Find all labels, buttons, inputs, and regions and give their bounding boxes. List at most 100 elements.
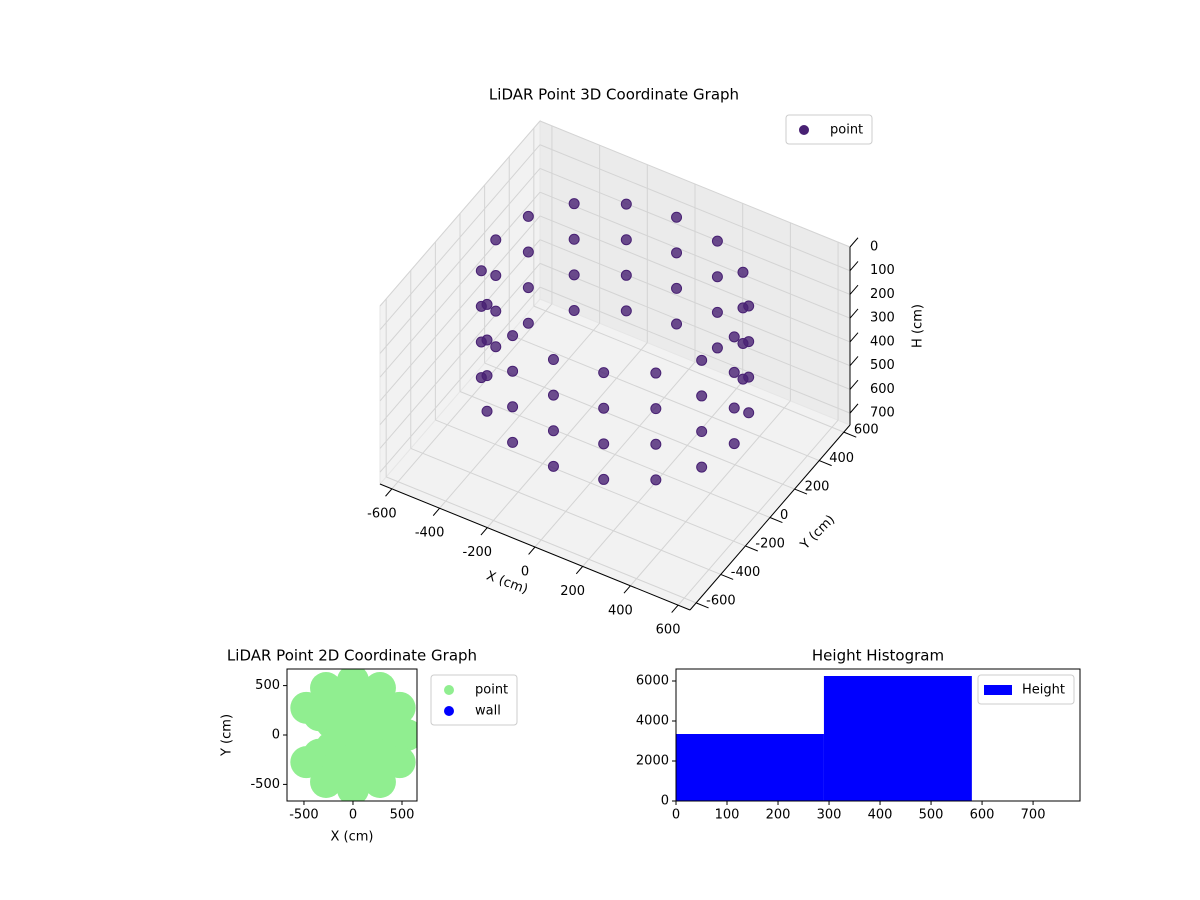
point: [310, 766, 343, 799]
legend-box: [785, 114, 873, 145]
grid-line: [379, 239, 541, 425]
grid-line: [379, 286, 541, 473]
grid-line: [410, 447, 721, 575]
legend-marker: [799, 125, 809, 135]
point: [711, 235, 723, 247]
x-tick-label: 400: [868, 808, 893, 823]
y-tick-label: 500: [255, 678, 280, 693]
point: [696, 461, 708, 473]
point: [696, 390, 708, 402]
point: [568, 304, 580, 316]
x-tick-label: 500: [919, 808, 944, 823]
point: [620, 198, 632, 210]
x-tick: [575, 566, 584, 575]
point: [598, 438, 610, 450]
point: [620, 234, 632, 246]
grid-line: [379, 191, 541, 378]
point: [363, 671, 396, 704]
z-tick: [849, 332, 859, 343]
legend-label: wall: [475, 704, 501, 719]
x-tick-label: -500: [289, 808, 319, 823]
grid-line: [379, 120, 541, 307]
x-tick: [385, 488, 393, 497]
point: [568, 198, 580, 210]
y-tick: [819, 460, 832, 467]
point: [383, 746, 416, 779]
grid-line: [459, 391, 771, 518]
y-tick-label: 0: [780, 508, 788, 523]
grid-line: [539, 191, 851, 319]
legend-box: [977, 674, 1075, 705]
grid-line: [509, 334, 820, 462]
grid-line: [533, 305, 845, 433]
point: [598, 402, 610, 414]
y-tick-label: -600: [706, 593, 736, 608]
y-tick: [720, 573, 734, 580]
point: [475, 265, 487, 277]
grid-line: [379, 144, 541, 331]
x-tick-label: 0: [672, 808, 680, 823]
y-tick: [745, 545, 758, 552]
point: [671, 282, 683, 294]
point: [568, 269, 580, 281]
point: [671, 211, 683, 223]
y-tick-label: 2000: [636, 754, 669, 769]
x-tick-label: 600: [656, 623, 681, 638]
grid-line: [435, 419, 746, 547]
point: [728, 366, 740, 378]
bar: [823, 676, 972, 801]
chart-title: LiDAR Point 3D Coordinate Graph: [489, 86, 739, 104]
grid-line: [539, 144, 851, 272]
x-tick-label: -200: [463, 545, 493, 560]
z-tick: [849, 308, 859, 319]
x-tick: [623, 585, 631, 594]
z-tick-label: 700: [870, 406, 895, 421]
point: [737, 373, 749, 385]
point: [522, 210, 534, 222]
x-tick: [432, 507, 440, 516]
point: [711, 306, 723, 318]
x-tick-label: -400: [415, 526, 445, 541]
point: [728, 438, 740, 450]
x-tick: [480, 527, 488, 536]
point: [522, 246, 534, 258]
legend-label: Height: [1022, 683, 1065, 698]
z-tick: [849, 261, 859, 272]
point: [711, 271, 723, 283]
point: [310, 671, 343, 704]
y-tick-label: -500: [250, 777, 280, 792]
z-tick: [849, 379, 859, 390]
grid-line: [539, 239, 851, 367]
chart-title: Height Histogram: [812, 647, 944, 665]
z-tick: [849, 284, 859, 295]
y-tick-label: 6000: [636, 674, 669, 689]
z-tick-label: 0: [870, 240, 878, 255]
point: [490, 270, 502, 282]
point: [363, 766, 396, 799]
point: [490, 234, 502, 246]
point: [507, 401, 519, 413]
plot-frame: [675, 668, 1081, 802]
point: [290, 746, 323, 779]
point: [568, 233, 580, 245]
point: [490, 341, 502, 353]
legend-marker: [444, 685, 454, 695]
grid-line: [539, 262, 851, 390]
point: [728, 402, 740, 414]
point: [598, 367, 610, 379]
x-tick: [671, 604, 679, 613]
point: [711, 342, 723, 354]
point: [671, 247, 683, 259]
point: [728, 331, 740, 343]
point: [696, 354, 708, 366]
point: [737, 266, 749, 278]
point: [620, 269, 632, 281]
plot-frame: [286, 668, 418, 802]
z-tick: [849, 237, 859, 248]
point: [522, 317, 534, 329]
point: [475, 372, 487, 384]
chart-title: LiDAR Point 2D Coordinate Graph: [227, 647, 477, 665]
point: [598, 473, 610, 485]
z-tick-label: 300: [870, 311, 895, 326]
